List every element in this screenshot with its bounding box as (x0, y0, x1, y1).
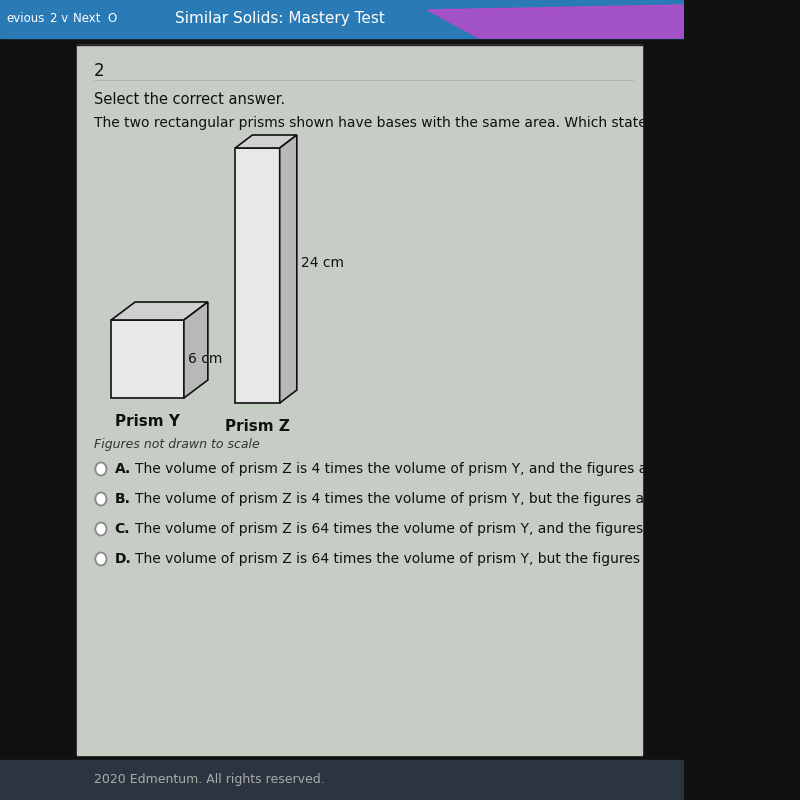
Text: The volume of prism Z is 4 times the volume of prism Y, but the figures are not : The volume of prism Z is 4 times the vol… (135, 492, 739, 506)
Circle shape (95, 493, 106, 506)
Text: Prism Y: Prism Y (115, 414, 180, 429)
Text: The volume of prism Z is 64 times the volume of prism Y, but the figures are not: The volume of prism Z is 64 times the vo… (135, 552, 748, 566)
Text: evious: evious (7, 13, 46, 26)
Polygon shape (280, 135, 297, 403)
Circle shape (95, 462, 106, 475)
Text: 6 cm: 6 cm (188, 352, 222, 366)
Polygon shape (235, 148, 280, 403)
Text: 2020 Edmentum. All rights reserved.: 2020 Edmentum. All rights reserved. (94, 774, 325, 786)
Text: B.: B. (114, 492, 130, 506)
Polygon shape (111, 320, 184, 398)
Polygon shape (184, 302, 208, 398)
Polygon shape (428, 5, 684, 38)
Text: C.: C. (114, 522, 130, 536)
Text: The volume of prism Z is 4 times the volume of prism Y, and the figures are simi: The volume of prism Z is 4 times the vol… (135, 462, 715, 476)
Text: Next  O: Next O (73, 13, 117, 26)
Text: Figures not drawn to scale: Figures not drawn to scale (94, 438, 260, 451)
Bar (0, 0, 684, 38)
Text: Prism Z: Prism Z (225, 419, 290, 434)
Circle shape (95, 553, 106, 566)
Text: A.: A. (114, 462, 131, 476)
Polygon shape (235, 135, 297, 148)
Text: 24 cm: 24 cm (301, 256, 344, 270)
Circle shape (95, 522, 106, 535)
Text: 2 v: 2 v (50, 13, 68, 26)
Text: 2: 2 (94, 62, 105, 80)
Bar (0, 760, 684, 800)
Text: Select the correct answer.: Select the correct answer. (94, 92, 286, 107)
Bar (77, 45, 642, 755)
Text: Similar Solids: Mastery Test: Similar Solids: Mastery Test (175, 11, 386, 26)
Polygon shape (111, 302, 208, 320)
Text: The volume of prism Z is 64 times the volume of prism Y, and the figures are sim: The volume of prism Z is 64 times the vo… (135, 522, 724, 536)
Text: The two rectangular prisms shown have bases with the same area. Which statement : The two rectangular prisms shown have ba… (94, 116, 738, 130)
Text: D.: D. (114, 552, 131, 566)
